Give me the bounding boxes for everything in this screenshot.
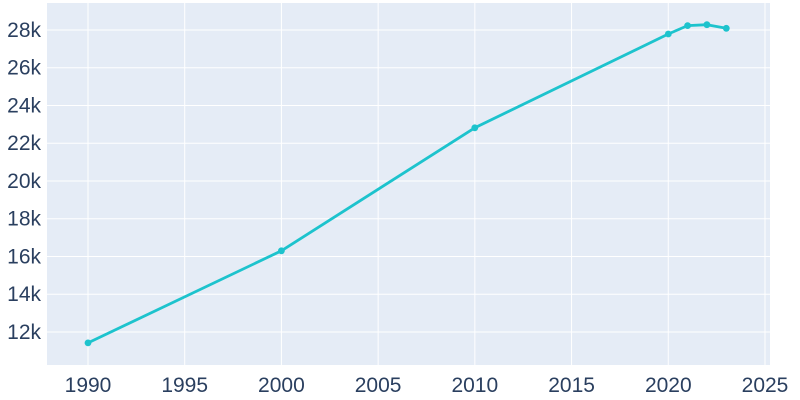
x-tick-label: 2015 — [548, 374, 595, 397]
y-tick-label: 16k — [7, 245, 41, 268]
y-tick-label: 28k — [7, 19, 41, 42]
data-point-marker[interactable] — [84, 339, 92, 347]
x-tick-label: 2025 — [742, 374, 789, 397]
x-tick-label: 2000 — [258, 374, 305, 397]
data-point-marker[interactable] — [722, 24, 730, 32]
x-tick-label: 1990 — [65, 374, 112, 397]
data-point-marker[interactable] — [471, 124, 479, 132]
x-tick-label: 2010 — [451, 374, 498, 397]
y-tick-label: 18k — [7, 208, 41, 231]
y-tick-label: 14k — [7, 283, 41, 306]
data-point-marker[interactable] — [278, 247, 285, 255]
data-point-marker[interactable] — [703, 21, 711, 29]
y-tick-label: 26k — [7, 57, 41, 80]
data-point-marker[interactable] — [684, 22, 691, 29]
x-tick-label: 2020 — [645, 374, 692, 397]
y-tick-label: 24k — [7, 94, 41, 117]
y-tick-label: 12k — [7, 321, 41, 344]
x-tick-label: 2005 — [355, 374, 402, 397]
x-tick-label: 1995 — [161, 374, 208, 397]
data-point-marker[interactable] — [664, 30, 672, 38]
y-tick-label: 22k — [7, 132, 41, 155]
y-tick-label: 20k — [7, 170, 41, 193]
